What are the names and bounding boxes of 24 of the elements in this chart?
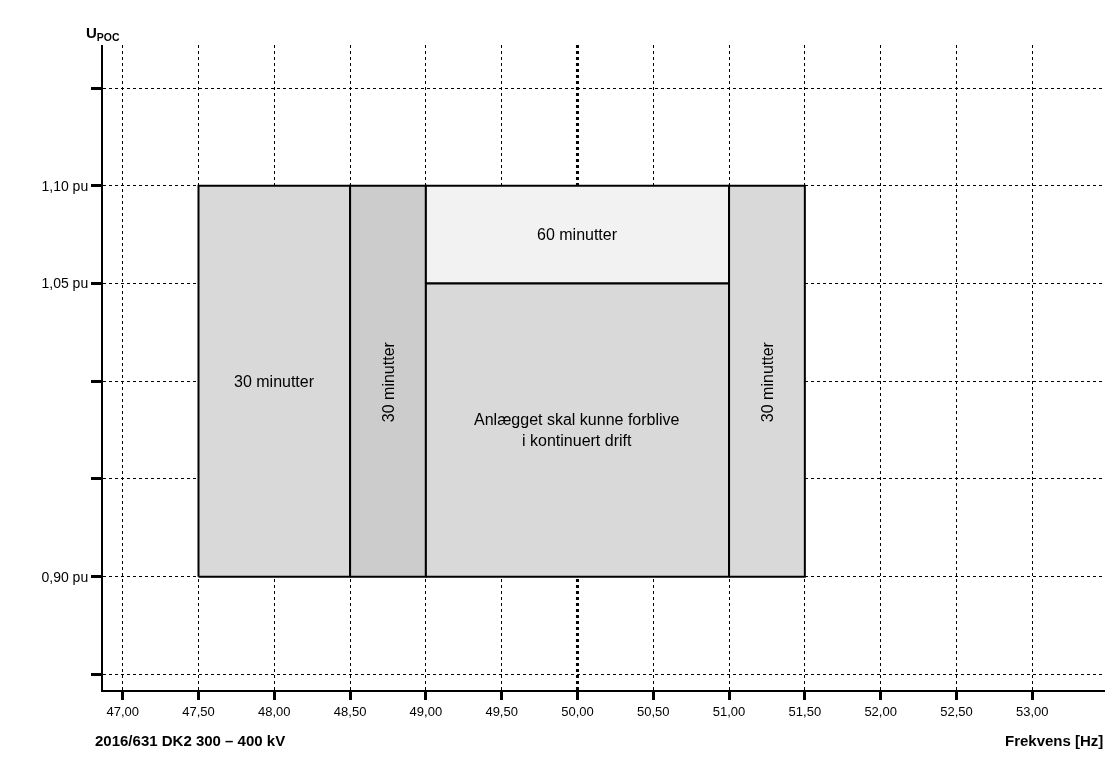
x-tick-label: 53,00	[1015, 703, 1049, 719]
y-tick-label: 1,05 pu	[41, 275, 89, 292]
series-label: 30 minutter	[758, 341, 776, 423]
x-tick-label: 48,00	[258, 703, 291, 719]
x-tick-label: 47,50	[182, 703, 215, 719]
x-axis-title: Frekvens [Hz]	[1005, 732, 1104, 749]
series-label: 60 minutter	[537, 226, 618, 243]
x-tick-label: 51,00	[712, 703, 746, 719]
y-tick-label: 0,90 pu	[41, 568, 89, 585]
y-tick-label: 1,10 pu	[41, 177, 89, 194]
x-tick-label: 48,50	[333, 703, 367, 719]
text: 2016/631 DK2 300 – 400 kV	[95, 732, 286, 749]
y-axis-title: U$_{POC}$	[86, 24, 121, 44]
x-tick-label: 49,00	[409, 703, 443, 719]
x-tick-label: 50,00	[561, 703, 594, 719]
series-label: Anlægget skal kunne forblive i kontinuert drift	[474, 411, 680, 449]
x-tick-label: 50,50	[637, 703, 670, 719]
x-tick-label: 47,00	[106, 703, 139, 719]
x-tick-label: 49,50	[485, 703, 518, 719]
series-label: 30 minutter	[379, 341, 397, 423]
x-tick-label: 51,50	[788, 703, 822, 719]
x-tick-label: 52,50	[940, 703, 973, 719]
x-tick-label: 52,00	[864, 703, 897, 719]
series-label: 30 minutter	[234, 373, 315, 390]
